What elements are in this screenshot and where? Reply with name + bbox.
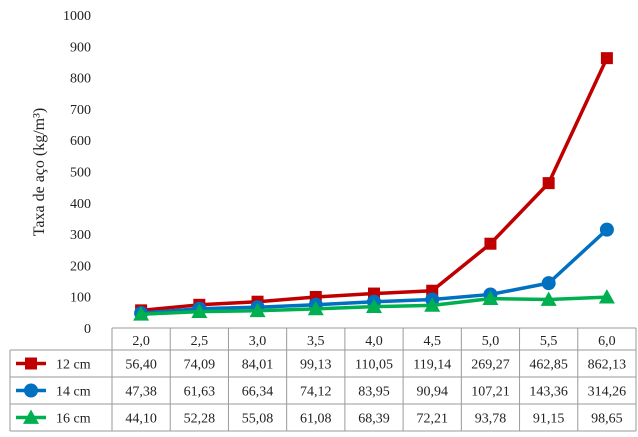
legend-series-name: 12 cm bbox=[56, 358, 91, 373]
table-cell-value: 56,40 bbox=[125, 358, 157, 373]
data-point bbox=[600, 52, 613, 65]
x-tick-label: 5,5 bbox=[540, 334, 558, 349]
table-cell-value: 98,65 bbox=[591, 412, 623, 427]
x-tick-label: 4,5 bbox=[423, 334, 441, 349]
data-point bbox=[540, 291, 557, 306]
y-axis-ticks: 0 100 200 300 400 500 600 700 800 900 1000 bbox=[63, 9, 91, 337]
series-lines bbox=[133, 52, 615, 321]
table-cell-value: 55,08 bbox=[242, 412, 274, 427]
x-tick-label: 4,0 bbox=[365, 334, 383, 349]
table-cell-value: 83,95 bbox=[358, 385, 390, 400]
x-tick-label: 2,5 bbox=[191, 334, 209, 349]
x-tick-label: 3,0 bbox=[249, 334, 267, 349]
y-tick-label: 200 bbox=[70, 259, 91, 274]
table-cell-value: 99,13 bbox=[300, 358, 332, 373]
y-tick-label: 1000 bbox=[63, 9, 91, 24]
table-cell-value: 44,10 bbox=[125, 412, 157, 427]
table-cell-value: 90,94 bbox=[416, 385, 448, 400]
table-cell-value: 61,08 bbox=[300, 412, 332, 427]
y-tick-label: 400 bbox=[70, 197, 91, 212]
y-tick-label: 700 bbox=[70, 103, 91, 118]
series-16-cm bbox=[133, 289, 615, 321]
table-cell-value: 93,78 bbox=[475, 412, 507, 427]
y-tick-label: 900 bbox=[70, 40, 91, 55]
data-point bbox=[482, 290, 499, 306]
data-point bbox=[484, 237, 497, 250]
legend-key-marker bbox=[25, 357, 37, 370]
x-axis: 2,0 2,5 3,0 3,5 4,0 4,5 5,0 5,5 6,0 bbox=[111, 327, 637, 350]
table-cell-value: 91,15 bbox=[533, 412, 565, 427]
data-point bbox=[307, 300, 324, 316]
legend-key-marker bbox=[23, 409, 39, 424]
table-cell-value: 862,13 bbox=[588, 358, 627, 373]
table-cell-value: 61,63 bbox=[184, 385, 216, 400]
table-cell-value: 269,27 bbox=[471, 358, 510, 373]
x-tick-label: 2,0 bbox=[132, 334, 150, 349]
legend-key-marker bbox=[24, 383, 38, 398]
table-cell-value: 74,12 bbox=[300, 385, 332, 400]
y-tick-label: 600 bbox=[70, 134, 91, 149]
table-cell-value: 143,36 bbox=[529, 385, 568, 400]
data-point bbox=[249, 302, 266, 318]
x-tick-label: 3,5 bbox=[307, 334, 325, 349]
table-cell-value: 110,05 bbox=[355, 358, 393, 373]
series-12-cm bbox=[135, 52, 613, 317]
x-tick-label: 6,0 bbox=[598, 334, 616, 349]
table-cell-value: 52,28 bbox=[184, 412, 216, 427]
y-axis-label: Taxa de aço (kg/m³) bbox=[31, 108, 48, 237]
table-cell-value: 107,21 bbox=[471, 385, 510, 400]
table-cell-value: 84,01 bbox=[242, 358, 274, 373]
y-tick-label: 0 bbox=[84, 322, 91, 337]
data-point bbox=[598, 289, 615, 304]
y-tick-label: 300 bbox=[70, 228, 91, 243]
table-cell-value: 462,85 bbox=[529, 358, 568, 373]
data-point bbox=[424, 297, 441, 312]
data-point bbox=[133, 306, 150, 321]
x-tick-label: 5,0 bbox=[482, 334, 500, 349]
y-tick-label: 800 bbox=[70, 72, 91, 87]
table-cell-value: 66,34 bbox=[242, 385, 274, 400]
y-tick-label: 500 bbox=[70, 166, 91, 181]
table-cell-value: 74,09 bbox=[184, 358, 216, 373]
series-line bbox=[140, 57, 609, 313]
table-cell-value: 314,26 bbox=[588, 385, 627, 400]
legend-series-name: 14 cm bbox=[56, 385, 91, 400]
data-table: 12 cm 56,40 74,09 84,01 99,13 110,05 119,14 269… bbox=[9, 349, 637, 432]
data-point bbox=[599, 222, 614, 237]
table-cell-value: 47,38 bbox=[125, 385, 157, 400]
y-tick-label: 100 bbox=[70, 291, 91, 306]
data-point bbox=[191, 303, 208, 319]
legend-series-name: 16 cm bbox=[56, 412, 91, 427]
data-point bbox=[542, 177, 555, 190]
data-point bbox=[366, 298, 382, 313]
table-cell-value: 119,14 bbox=[413, 358, 451, 373]
table-cell-value: 72,21 bbox=[416, 412, 448, 427]
table-cell-value: 68,39 bbox=[358, 412, 390, 427]
data-point bbox=[541, 276, 556, 291]
